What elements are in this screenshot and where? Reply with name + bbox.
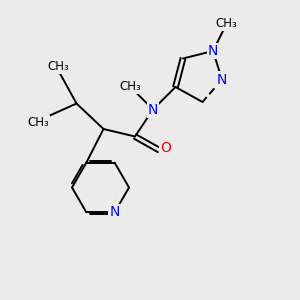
Text: N: N (217, 73, 227, 86)
Text: O: O (160, 142, 171, 155)
Text: N: N (148, 103, 158, 116)
Text: CH₃: CH₃ (119, 80, 141, 94)
Text: CH₃: CH₃ (27, 116, 49, 129)
Text: N: N (110, 205, 120, 219)
Text: N: N (208, 44, 218, 58)
Text: CH₃: CH₃ (48, 60, 69, 74)
Text: CH₃: CH₃ (215, 17, 237, 30)
